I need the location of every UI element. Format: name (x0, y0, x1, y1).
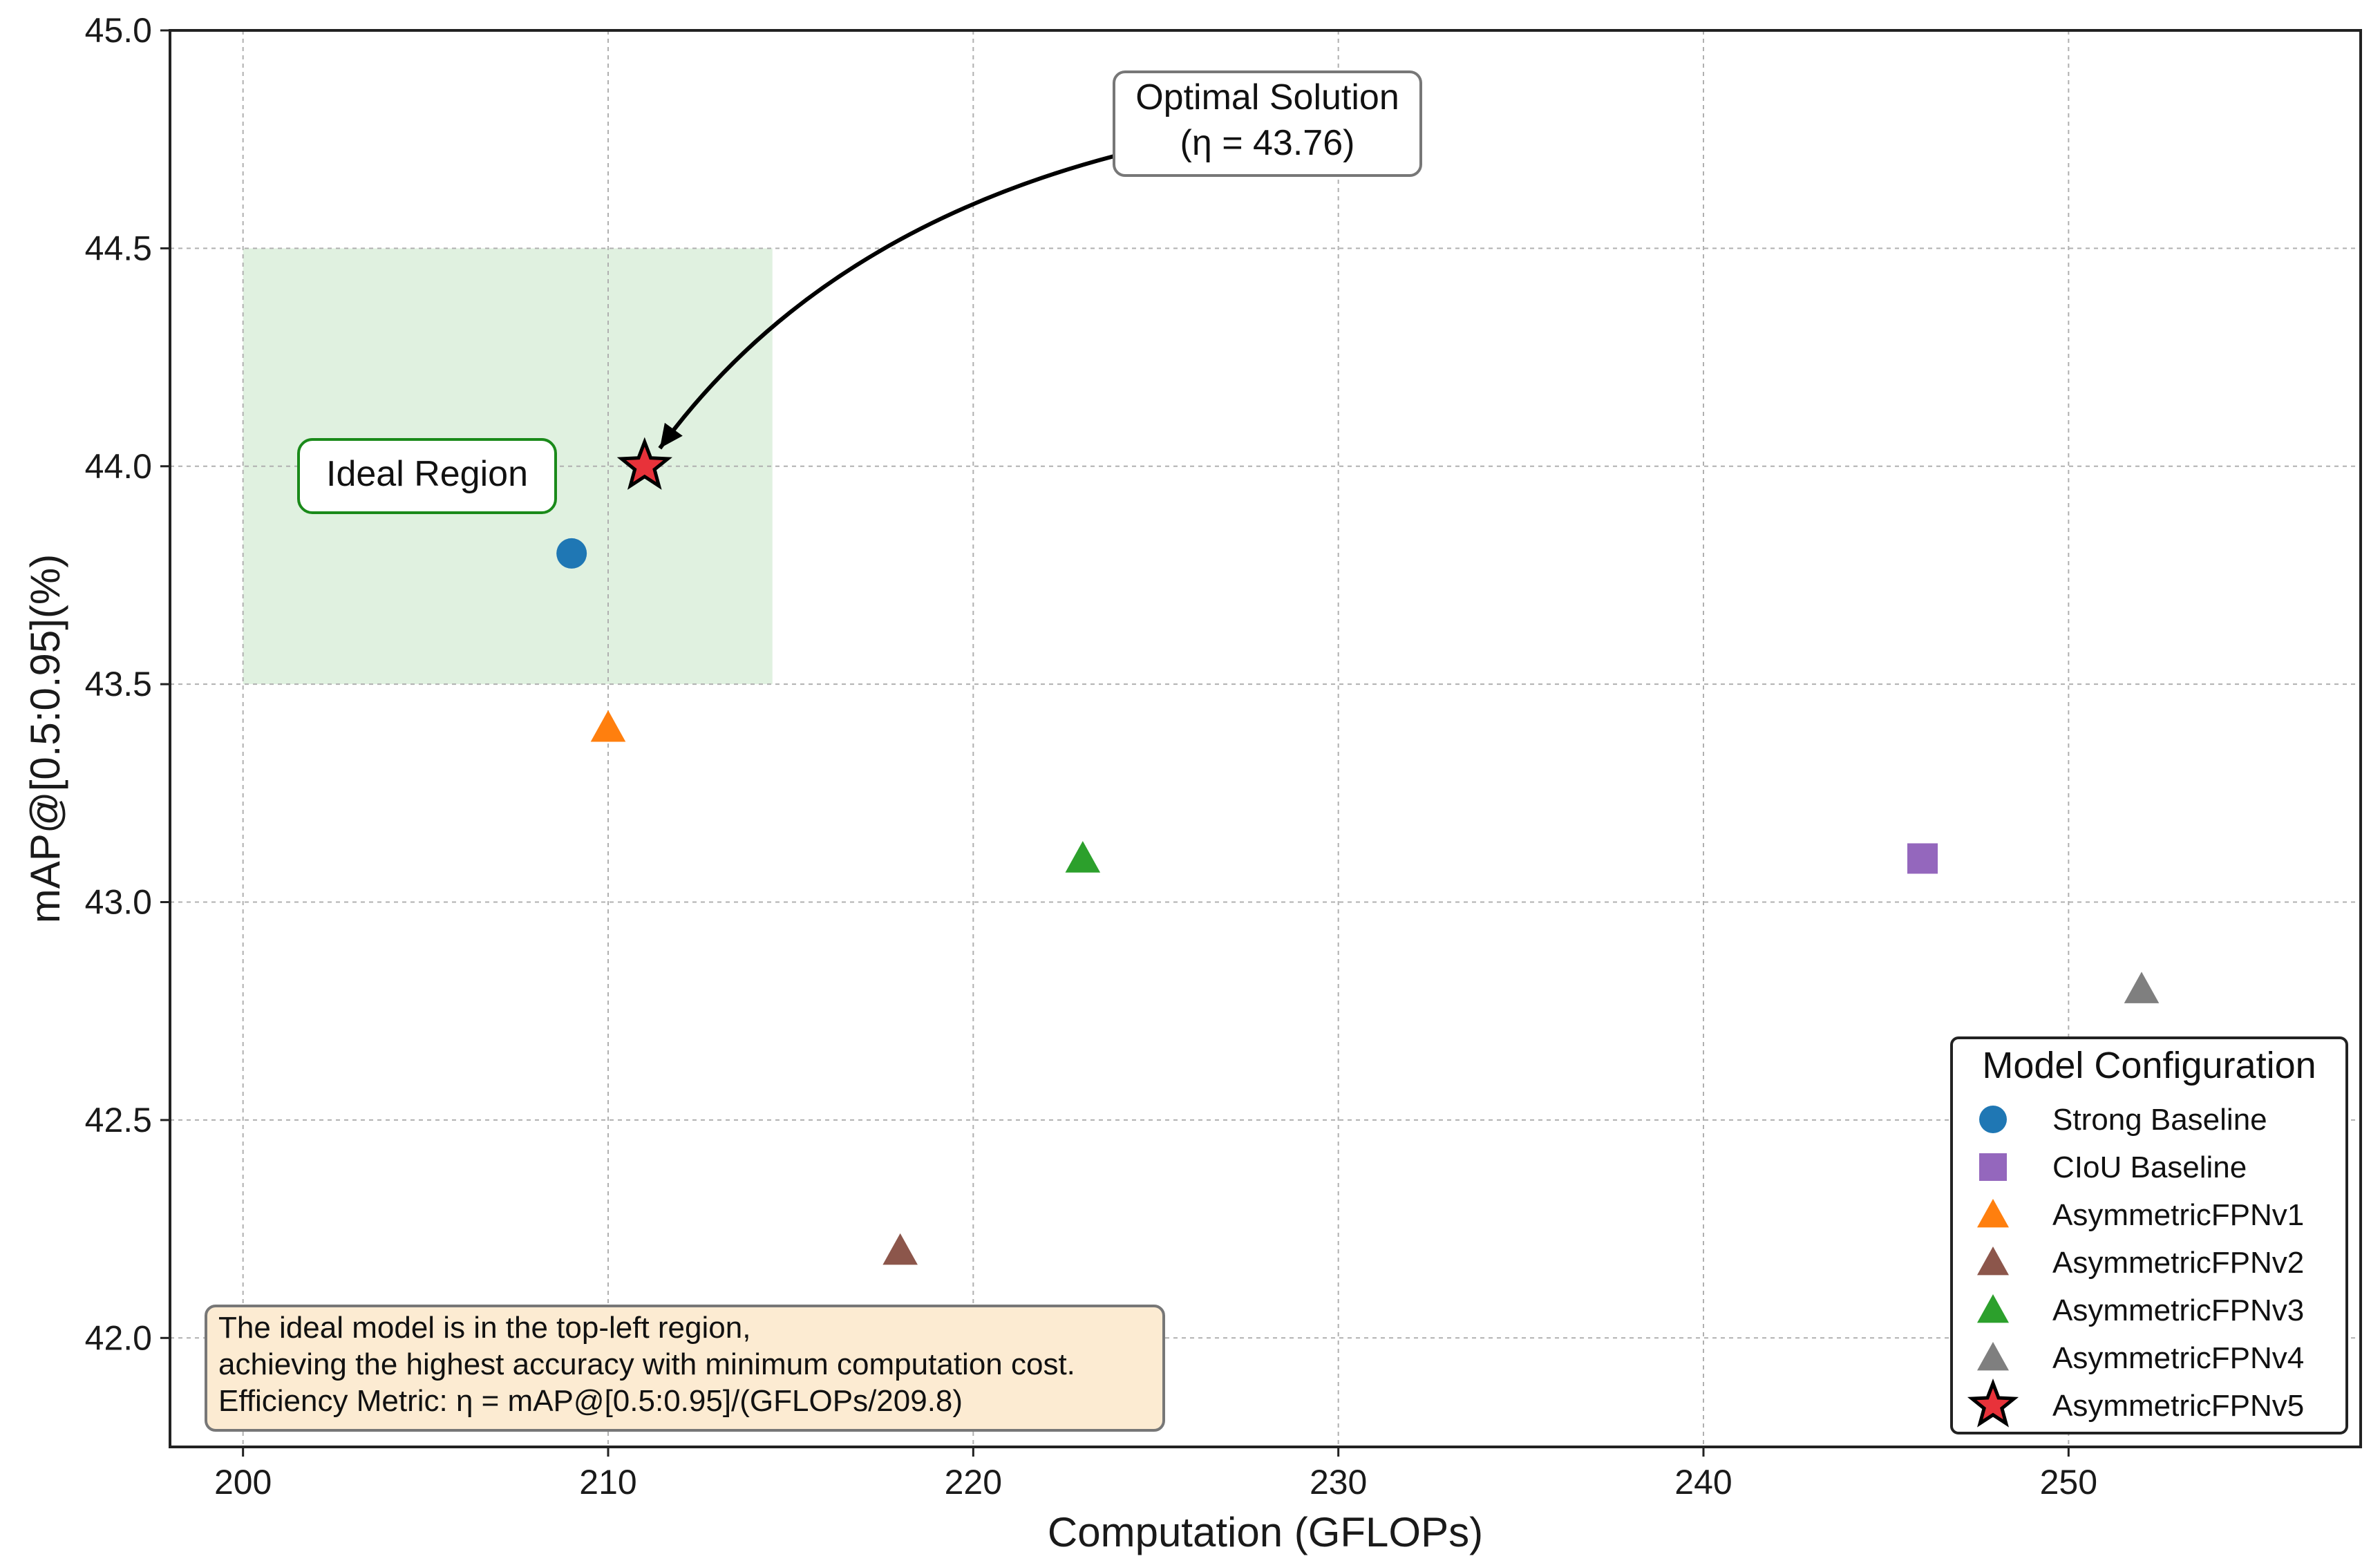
legend-label: AsymmetricFPNv1 (2052, 1198, 2304, 1232)
y-tick-label: 42.5 (85, 1101, 152, 1139)
legend-item-asymmetricfpnv3: AsymmetricFPNv3 (1977, 1294, 2304, 1327)
legend-marker-strong-baseline (1979, 1106, 2007, 1133)
legend-box (1950, 1036, 2348, 1434)
x-axis-label: Computation (GFLOPs) (1048, 1509, 1483, 1555)
point-asymmetricfpnv2 (882, 1233, 918, 1265)
optimal-arrow (658, 154, 1115, 450)
legend-item-strong-baseline: Strong Baseline (1979, 1103, 2267, 1137)
legend-marker-asymmetricfpnv5 (1967, 1378, 2019, 1428)
legend-marker-ciou-baseline (1979, 1153, 2007, 1181)
x-tick-label: 240 (1674, 1463, 1732, 1502)
data-points (556, 437, 2160, 1265)
point-asymmetricfpnv4 (2124, 972, 2160, 1003)
legend-label: CIoU Baseline (2052, 1150, 2247, 1184)
legend-marker-asymmetricfpnv4 (1977, 1342, 2009, 1371)
x-tick-label: 230 (1310, 1463, 1367, 1502)
legend: Model Configuration Strong Baseline CIoU … (1950, 1036, 2348, 1434)
legend-marker-asymmetricfpnv1 (1977, 1199, 2009, 1228)
ideal-region-label-text: Ideal Region (326, 454, 528, 494)
y-axis-ticks: 42.0 42.5 43.0 43.5 44.0 44.5 45.0 (85, 11, 170, 1357)
x-tick-label: 210 (579, 1463, 636, 1502)
point-asymmetricfpnv3 (1065, 841, 1101, 873)
legend-label: AsymmetricFPNv2 (2052, 1246, 2304, 1280)
optimal-annotation-line1: Optimal Solution (1135, 77, 1399, 117)
legend-item-asymmetricfpnv1: AsymmetricFPNv1 (1977, 1198, 2304, 1232)
y-tick-label: 44.5 (85, 229, 152, 267)
legend-item-asymmetricfpnv4: AsymmetricFPNv4 (1977, 1341, 2304, 1375)
ideal-region-label-box (297, 438, 557, 514)
x-tick-label: 220 (945, 1463, 1002, 1502)
note-line-3: Efficiency Metric: η = mAP@[0.5:0.95]/(G… (218, 1384, 963, 1418)
optimal-annotation-box (1113, 70, 1422, 177)
optimal-arrow-head (659, 422, 683, 448)
legend-marker-asymmetricfpnv2 (1977, 1247, 2009, 1276)
y-tick-label: 43.0 (85, 883, 152, 922)
point-ciou-baseline (1907, 843, 1938, 874)
efficiency-note-box (205, 1305, 1165, 1432)
y-axis-label: mAP@[0.5:0.95](%) (22, 554, 68, 923)
legend-item-asymmetricfpnv2: AsymmetricFPNv2 (1977, 1246, 2304, 1280)
efficiency-note: The ideal model is in the top-left regio… (205, 1305, 1165, 1432)
x-tick-label: 250 (2040, 1463, 2097, 1502)
plot-frame (169, 29, 2362, 1448)
y-tick-label: 44.0 (85, 447, 152, 486)
point-asymmetricfpnv1 (590, 710, 626, 742)
legend-item-ciou-baseline: CIoU Baseline (1979, 1150, 2247, 1184)
legend-label: AsymmetricFPNv3 (2052, 1294, 2304, 1327)
legend-item-asymmetricfpnv5: AsymmetricFPNv5 (1967, 1378, 2304, 1428)
note-line-1: The ideal model is in the top-left regio… (218, 1311, 750, 1345)
legend-marker-asymmetricfpnv3 (1977, 1294, 2009, 1323)
x-tick-label: 200 (214, 1463, 272, 1502)
legend-items: Strong Baseline CIoU Baseline AsymmetricFP… (1967, 1103, 2304, 1428)
point-strong-baseline (556, 538, 587, 569)
legend-label: Strong Baseline (2052, 1103, 2267, 1137)
point-asymmetricfpnv5 (616, 437, 672, 490)
optimal-annotation-line2: (η = 43.76) (1180, 123, 1355, 163)
legend-title: Model Configuration (1982, 1045, 2316, 1086)
legend-label: AsymmetricFPNv5 (2052, 1389, 2304, 1423)
legend-label: AsymmetricFPNv4 (2052, 1341, 2304, 1375)
y-tick-label: 43.5 (85, 665, 152, 703)
x-axis-ticks: 200 210 220 230 240 250 (214, 1447, 2097, 1502)
optimal-annotation: Optimal Solution (η = 43.76) (1113, 70, 1422, 177)
ideal-region-label: Ideal Region (297, 438, 557, 514)
note-line-2: achieving the highest accuracy with mini… (218, 1347, 1075, 1381)
y-tick-label: 42.0 (85, 1318, 152, 1357)
y-tick-label: 45.0 (85, 11, 152, 50)
